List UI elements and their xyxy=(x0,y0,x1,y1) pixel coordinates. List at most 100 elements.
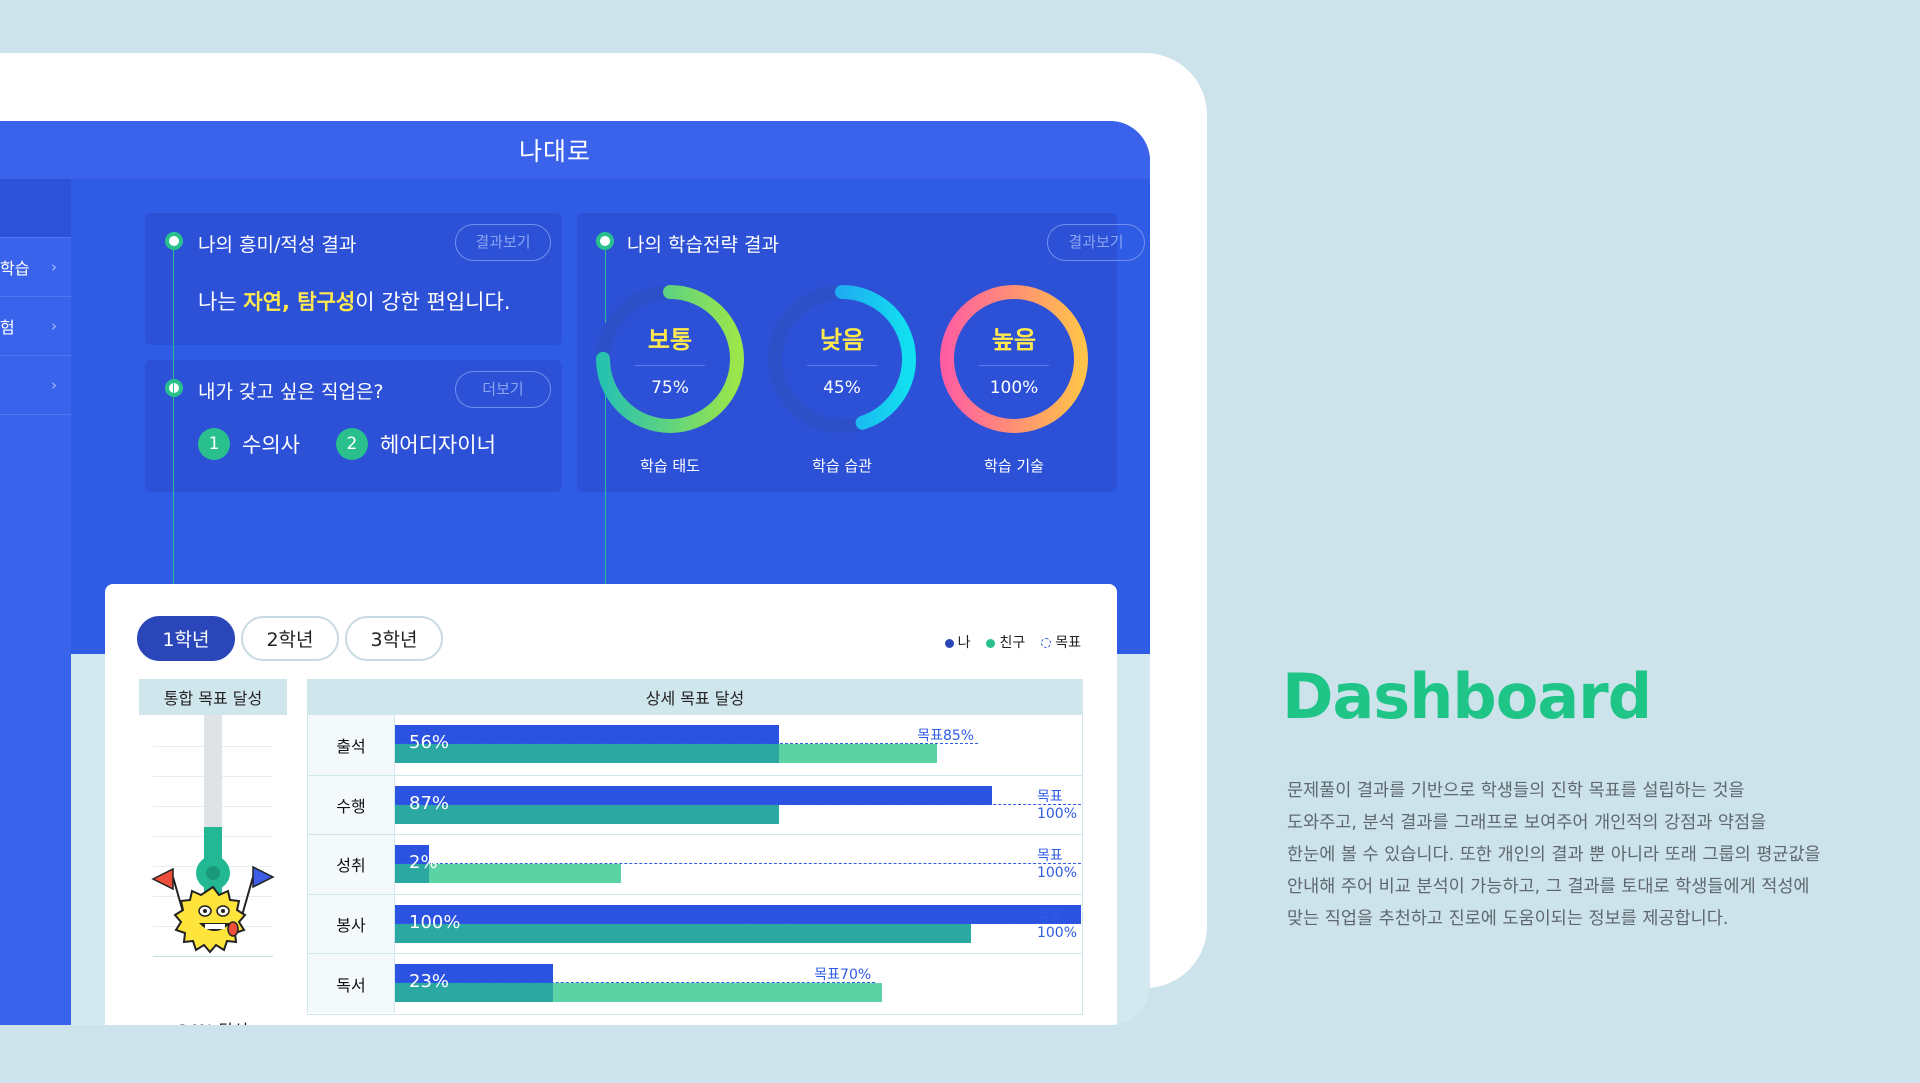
table-row: 성취 목표100% 2% xyxy=(307,834,1083,894)
goal-label: 목표100% xyxy=(1036,788,1077,822)
ring-percent-label: 100% xyxy=(989,378,1039,398)
app-screen: 나대로 - 학습 › 험 › › 나의 흥미/적성 결과 결과보 xyxy=(0,121,1150,1025)
row-label: 성취 xyxy=(307,835,395,894)
sidebar: - 학습 › 험 › › xyxy=(0,179,71,1025)
strategy-result-button[interactable]: 결과보기 xyxy=(1047,224,1145,261)
job-number-badge: 2 xyxy=(335,428,368,460)
legend-item-friend: 친구 xyxy=(986,632,1025,652)
sidebar-item-2[interactable]: 학습 › xyxy=(0,238,71,297)
chart-legend: 나 친구 목표 xyxy=(944,632,1081,652)
legend-goal-label: 목표 xyxy=(1055,635,1081,651)
jobs-title: 내가 갖고 싶은 직업은? xyxy=(198,381,384,403)
sidebar-item-3[interactable]: 험 › xyxy=(0,297,71,356)
promo-line: 문제풀이 결과를 기반으로 학생들의 진학 목표를 설립하는 것을 xyxy=(1287,781,1745,801)
timeline-line xyxy=(173,250,174,584)
bar-overlap xyxy=(395,923,972,943)
tablet-frame: 나대로 - 학습 › 험 › › 나의 흥미/적성 결과 결과보 xyxy=(0,53,1207,1025)
bar-me-value: 23% xyxy=(409,971,450,993)
legend-item-goal: 목표 xyxy=(1041,632,1081,652)
summary-caption: 34% 달성 xyxy=(139,1017,287,1025)
summary-header: 통합 목표 달성 xyxy=(139,679,287,715)
goal-label: 목표85% xyxy=(917,728,975,744)
interest-card: 나의 흥미/적성 결과 결과보기 나는 자연, 탐구성이 강한 편입니다. xyxy=(145,213,562,345)
timeline-dot-icon xyxy=(596,232,614,250)
bar-me-value: 87% xyxy=(409,792,450,814)
grid-line xyxy=(153,956,273,957)
timeline-dot-icon xyxy=(165,232,183,250)
job-item[interactable]: 1 수의사 xyxy=(198,428,300,460)
ring-center: 보통 75% xyxy=(616,305,724,413)
table-row: 출석 목표85% 56% xyxy=(307,715,1083,775)
bar-me xyxy=(395,964,553,984)
ring-center: 높음 100% xyxy=(960,305,1068,413)
ring-gauge xyxy=(596,285,744,433)
job-number-badge: 1 xyxy=(198,428,230,460)
bar-me xyxy=(395,725,780,744)
promo-description: 문제풀이 결과를 기반으로 학생들의 진학 목표를 설립하는 것을 도와주고, … xyxy=(1287,775,1867,935)
tab-year-3[interactable]: 3학년 xyxy=(345,616,443,661)
table-row: 독서 목표70% 23% xyxy=(307,953,1083,1013)
ring-caption: 학습 태도 xyxy=(640,457,700,475)
chevron-right-icon: › xyxy=(51,258,57,276)
ring-level-label: 높음 xyxy=(991,326,1037,354)
ring-divider xyxy=(807,365,877,366)
chevron-right-icon: › xyxy=(51,317,57,335)
interest-text-suffix: 이 강한 편입니다. xyxy=(355,290,511,314)
ring-caption: 학습 기술 xyxy=(984,457,1044,475)
interest-result-button[interactable]: 결과보기 xyxy=(455,224,551,261)
ring-progress xyxy=(940,285,1088,433)
promo-line: 도와주고, 분석 결과를 그래프로 보여주어 개인적의 강점과 약점을 xyxy=(1287,813,1767,833)
legend-dot-icon xyxy=(944,638,954,648)
tab-year-2[interactable]: 2학년 xyxy=(241,616,339,661)
summary-chart xyxy=(139,715,287,975)
ring-divider xyxy=(979,365,1049,366)
sidebar-item-4[interactable]: › xyxy=(0,356,71,415)
strategy-ring: 낮음 45% xyxy=(768,285,916,433)
bar-friend xyxy=(395,864,622,884)
ring-level-label: 보통 xyxy=(647,326,693,354)
bar-me xyxy=(395,845,430,865)
ring-percent-label: 75% xyxy=(651,378,689,398)
row-label: 봉사 xyxy=(307,894,395,954)
timeline-line xyxy=(605,250,606,584)
legend-friend-label: 친구 xyxy=(999,635,1026,651)
interest-highlight-2: 탐구성 xyxy=(297,290,356,314)
table-row: 봉사 목표100% 100% xyxy=(307,893,1083,954)
strategy-card: 나의 학습전략 결과 결과보기 xyxy=(577,213,1145,492)
goal-label: 목표70% xyxy=(814,967,872,984)
goal-line xyxy=(395,982,876,984)
detail-table: 출석 목표85% 56% 수행 목표100% 87% 성취 목표100% 2% 봉사 목표100% 1… xyxy=(307,715,1083,1015)
promo-line: 한눈에 볼 수 있습니다. 또한 개인의 결과 뿐 아니라 또래 그룹의 평균값… xyxy=(1287,845,1821,865)
interest-text-prefix: 나는 xyxy=(198,290,244,314)
goal-line xyxy=(395,922,1081,924)
interest-title: 나의 흥미/적성 결과 xyxy=(198,234,357,256)
jobs-more-button[interactable]: 더보기 xyxy=(455,371,551,408)
bar-overlap xyxy=(395,864,430,884)
bar-me-value: 56% xyxy=(409,732,450,753)
tab-year-1[interactable]: 1학년 xyxy=(137,616,235,661)
sidebar-item-1[interactable]: - xyxy=(0,179,71,238)
bar-overlap xyxy=(395,804,780,824)
interest-text: 나는 자연, 탐구성이 강한 편입니다. xyxy=(198,286,511,316)
goal-label: 목표100% xyxy=(1036,907,1077,941)
ring-divider xyxy=(635,365,705,366)
ring-center: 낮음 45% xyxy=(788,305,896,413)
bar-me-value: 2% xyxy=(409,852,438,874)
job-name: 수의사 xyxy=(242,433,300,457)
sidebar-item-label: 학습 xyxy=(0,259,30,278)
goal-line xyxy=(395,803,1081,805)
strategy-title: 나의 학습전략 결과 xyxy=(627,234,779,256)
strategy-ring: 높음 100% xyxy=(940,285,1088,433)
detail-header: 상세 목표 달성 xyxy=(307,679,1083,715)
chevron-right-icon: › xyxy=(51,376,57,394)
promo-title: Dashboard xyxy=(1282,660,1652,733)
table-row: 수행 목표100% 87% xyxy=(307,774,1083,835)
timeline-dot-icon xyxy=(165,379,183,397)
ring-progress xyxy=(596,285,744,433)
app-title: 나대로 xyxy=(518,137,591,166)
promo-line: 안내해 주어 비교 분석이 가능하고, 그 결과를 토대로 학생들에게 적성에 xyxy=(1287,877,1810,897)
job-name: 헤어디자이너 xyxy=(379,433,496,457)
job-item[interactable]: 2 헤어디자이너 xyxy=(335,428,496,460)
interest-highlight-1: 자연 xyxy=(243,290,282,314)
promo-line: 맞는 직업을 추천하고 진로에 도움이되는 정보를 제공합니다. xyxy=(1287,909,1729,929)
